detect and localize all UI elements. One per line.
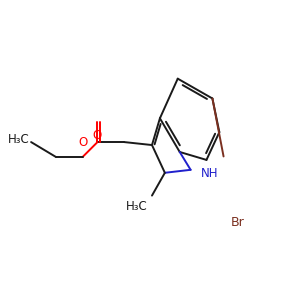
Text: O: O [78,136,87,149]
Text: O: O [93,129,102,142]
Text: NH: NH [200,167,218,180]
Text: Br: Br [230,216,244,229]
Text: H₃C: H₃C [8,133,29,146]
Text: H₃C: H₃C [126,200,148,212]
